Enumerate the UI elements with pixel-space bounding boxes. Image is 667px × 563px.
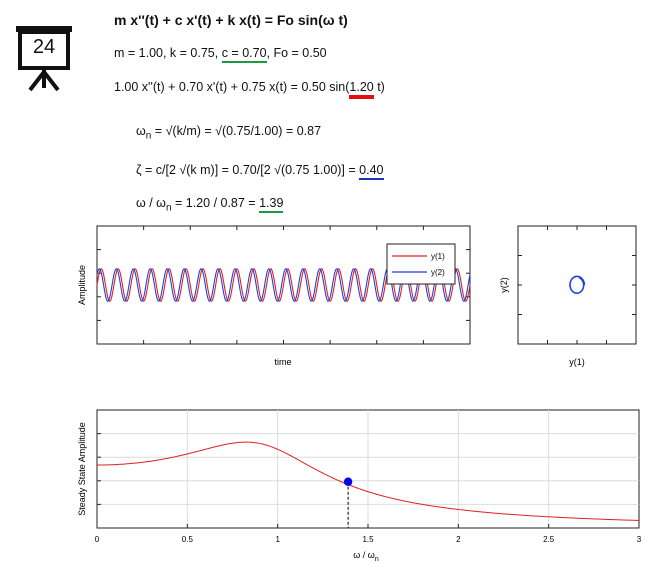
params-suffix: , Fo = 0.50 [266,46,327,60]
damping-ratio-line: ζ = c/[2 √(k m)] = 0.70/[2 √(0.75 1.00)]… [136,163,384,180]
freq-plot-xlabel: ω / ωn [353,550,379,563]
time-plot-ticks [97,226,470,344]
wn-subscript: n [145,130,152,142]
ode-line: 1.00 x''(t) + 0.70 x'(t) + 0.75 x(t) = 0… [114,80,385,99]
natural-frequency-line: ωn = √(k/m) = √(0.75/1.00) = 0.87 [136,124,321,142]
phase-plot-xlabel: y(1) [569,357,585,367]
amplitude-curve [96,441,640,521]
freq-xtick-label: 1.5 [362,535,374,544]
ratio-value: 1.39 [259,196,284,213]
equation-title: m x''(t) + c x'(t) + k x(t) = Fo sin(ω t… [114,12,348,28]
legend-y1-label: y(1) [431,252,445,261]
wn-symbol: ω [136,124,146,138]
ratio-subscript: n [165,202,172,214]
freq-xtick-label: 0 [95,535,100,544]
param-c-value: c = 0.70 [221,46,267,63]
freq-xlabel-sub: n [375,556,379,563]
phase-plot-ylabel: y(2) [499,277,509,293]
freq-xtick-label: 1 [275,535,280,544]
freq-plot-ylabel: Steady State Amplitude [77,422,87,516]
phase-plot-frame [517,225,637,345]
freq-xtick-label: 2.5 [543,535,555,544]
legend-box [386,243,456,285]
time-response-plot: y(1) y(2) time Amplitude [77,225,471,367]
wn-formula: = √(k/m) = √(0.75/1.00) = 0.87 [151,124,322,138]
freq-plot-tick-labels: 0 0.5 1 1.5 2 2.5 3 [95,535,642,544]
time-plot-legend: y(1) y(2) [386,243,456,285]
time-plot-xlabel: time [274,357,291,367]
legend-y2-label: y(2) [431,268,445,277]
operating-point-marker [343,477,353,486]
freq-xtick-label: 2 [456,535,461,544]
freq-xtick-label: 0.5 [182,535,194,544]
ode-prefix: 1.00 x''(t) + 0.70 x'(t) + 0.75 x(t) = 0… [114,80,350,94]
ode-frequency: 1.20 [349,80,374,99]
ode-suffix: t) [373,80,385,94]
zeta-formula: ζ = c/[2 √(k m)] = 0.70/[2 √(0.75 1.00)]… [136,163,360,177]
zeta-value: 0.40 [359,163,384,180]
phase-plot: y(1) y(2) [499,225,637,367]
freq-xlabel-main: ω / ω [353,550,375,560]
phase-plot-ticks [518,226,636,344]
freq-plot-grid [97,410,639,528]
badge-number: 24 [32,36,56,58]
frequency-response-plot: 0 0.5 1 1.5 2 2.5 3 ω / ωn Steady State Amplit… [77,409,642,563]
ratio-symbol: ω / ω [136,196,166,210]
params-prefix: m = 1.00, k = 0.75, [114,46,222,60]
params-line: m = 1.00, k = 0.75, c = 0.70, Fo = 0.50 [114,46,327,63]
ratio-formula: = 1.20 / 0.87 = [171,196,260,210]
presentation-board-icon: 24 [14,22,74,92]
freq-plot-ticks [96,433,640,528]
freq-xtick-label: 3 [637,535,642,544]
time-plot-ylabel: Amplitude [77,265,87,305]
phase-orbit-line [569,275,586,294]
frequency-ratio-line: ω / ωn = 1.20 / 0.87 = 1.39 [136,196,284,214]
